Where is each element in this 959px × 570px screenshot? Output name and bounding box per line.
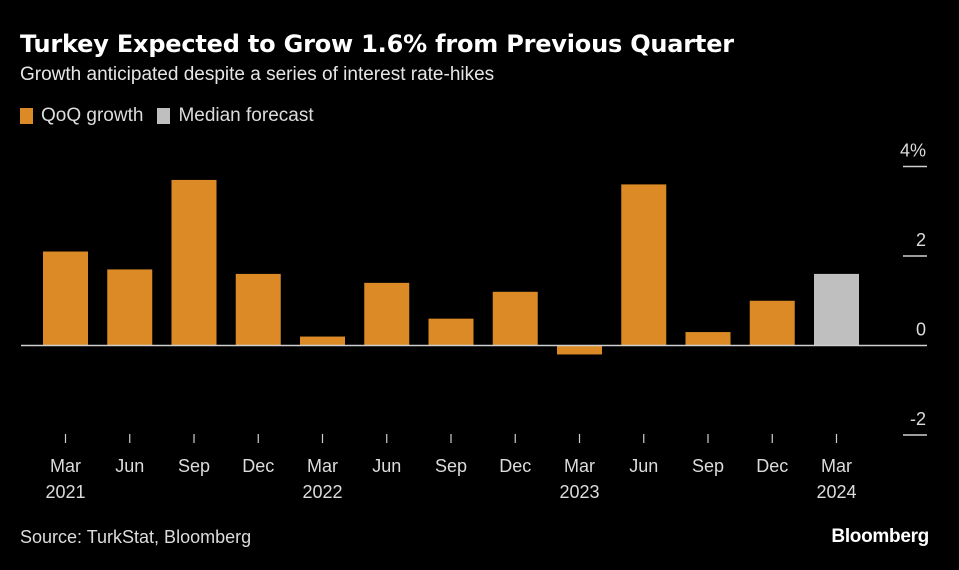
bloomberg-logo: Bloomberg bbox=[831, 526, 929, 547]
bar-qoq-growth-dec-2023 bbox=[749, 300, 795, 346]
y-axis: 4% 2 0 -2 bbox=[21, 141, 927, 436]
x-tick-label-month: Jun bbox=[115, 456, 144, 476]
bar-qoq-growth-mar-2021 bbox=[43, 251, 88, 346]
bar-qoq-growth-dec-2022 bbox=[492, 291, 538, 346]
x-tick-label-month: Jun bbox=[372, 456, 401, 476]
x-axis: Mar 2021 Jun Sep Dec Mar 2022 Jun Sep Dec Mar 2023 J… bbox=[45, 434, 857, 502]
y-tick-label: 0 bbox=[916, 320, 926, 340]
bar-qoq-growth-mar-2022 bbox=[300, 336, 345, 346]
bars-group bbox=[43, 179, 859, 355]
x-tick-label-month: Dec bbox=[242, 456, 274, 476]
x-tick-label-month: Sep bbox=[692, 456, 724, 476]
x-tick-label-year: 2024 bbox=[816, 482, 856, 502]
x-tick-label-year: 2022 bbox=[302, 482, 342, 502]
x-tick-label-month: Mar bbox=[50, 456, 81, 476]
x-tick-label-month: Jun bbox=[629, 456, 658, 476]
bar-qoq-growth-sep-2022 bbox=[428, 318, 474, 346]
y-tick-label: -2 bbox=[910, 409, 926, 429]
x-tick-label-month: Dec bbox=[756, 456, 788, 476]
bar-qoq-growth-mar-2023 bbox=[557, 345, 602, 355]
legend-item-median-forecast: Median forecast bbox=[157, 105, 314, 127]
x-tick-label-month: Dec bbox=[499, 456, 531, 476]
bar-median-forecast-mar-2024 bbox=[814, 273, 859, 346]
x-tick-label-month: Mar bbox=[564, 456, 595, 476]
x-tick-label-month: Sep bbox=[435, 456, 467, 476]
legend-label: Median forecast bbox=[178, 105, 314, 126]
bar-qoq-growth-dec-2021 bbox=[235, 273, 281, 346]
bar-qoq-growth-jun-2022 bbox=[364, 282, 410, 346]
legend-swatch-median-forecast bbox=[157, 108, 171, 124]
legend-label: QoQ growth bbox=[41, 105, 144, 126]
x-tick-label-month: Mar bbox=[821, 456, 852, 476]
source-note: Source: TurkStat, Bloomberg bbox=[20, 527, 252, 547]
legend: QoQ growth Median forecast bbox=[20, 105, 328, 127]
legend-swatch-qoq-growth bbox=[20, 108, 33, 124]
bar-qoq-growth-jun-2021 bbox=[107, 269, 153, 346]
x-tick-label-year: 2021 bbox=[45, 482, 85, 502]
legend-item-qoq-growth: QoQ growth bbox=[20, 105, 143, 127]
bar-qoq-growth-jun-2023 bbox=[621, 184, 667, 346]
chart-title: Turkey Expected to Grow 1.6% from Previo… bbox=[20, 30, 734, 58]
x-tick-label-month: Sep bbox=[178, 456, 210, 476]
bar-qoq-growth-sep-2023 bbox=[685, 332, 731, 346]
x-tick-label-year: 2023 bbox=[559, 482, 599, 502]
y-tick-label: 2 bbox=[916, 230, 926, 250]
y-tick-label: 4% bbox=[900, 141, 926, 161]
x-tick-label-month: Mar bbox=[307, 456, 338, 476]
chart-subtitle: Growth anticipated despite a series of i… bbox=[20, 64, 495, 85]
bar-qoq-growth-sep-2021 bbox=[171, 179, 217, 346]
